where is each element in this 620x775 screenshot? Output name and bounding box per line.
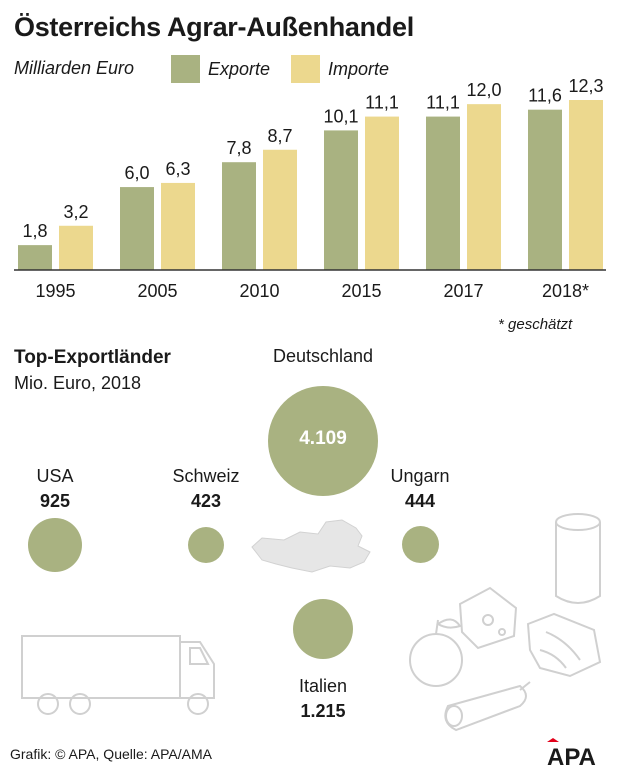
bar-exports-2017: [426, 116, 460, 271]
bar-exports-2015: [324, 130, 358, 270]
bar-exports-1995: [18, 245, 52, 270]
export-section-subtitle: Mio. Euro, 2018: [14, 373, 142, 393]
export-section-title: Top-Exportländer: [14, 347, 171, 368]
bar-imports-2017: [467, 104, 501, 271]
legend-imports: Importe: [291, 55, 389, 83]
data-label-imports-2010: 8,7: [267, 126, 292, 146]
category-label-2015: 2015: [341, 281, 381, 301]
apa-logo-text: APA: [547, 744, 596, 768]
bar-imports-2018: [569, 100, 603, 270]
data-label-exports-2017: 11,1: [426, 93, 460, 113]
apple-icon: [409, 618, 463, 687]
category-label-2018: 2018*: [542, 281, 589, 301]
meat-icon: [526, 612, 602, 678]
country-value-deutschland: 4.109: [299, 428, 347, 449]
bar-chart: 1,8 3,2 1995 6,0 6,3 2005 7,8 8,7 2010 10,1 11,1 20…: [14, 76, 606, 301]
data-label-exports-1995: 1,8: [22, 221, 47, 241]
country-value-schweiz: 423: [190, 491, 222, 511]
sausage-icon: [444, 681, 531, 732]
category-label-2005: 2005: [137, 281, 177, 301]
bar-exports-2005: [120, 187, 154, 270]
bar-imports-2005: [161, 182, 195, 270]
bar-imports-2015: [365, 116, 399, 271]
country-name-italien: Italien: [298, 676, 348, 696]
legend-swatch-exports: [171, 55, 200, 83]
truck-icon: [21, 635, 215, 715]
legend-label-exports: Exporte: [208, 58, 271, 79]
data-label-imports-2017: 12,0: [466, 80, 501, 100]
bubble-schweiz: [188, 527, 224, 563]
bubble-italien: [293, 599, 353, 659]
data-label-exports-2005: 6,0: [124, 163, 149, 183]
bar-exports-2010: [222, 162, 256, 270]
category-label-2010: 2010: [239, 281, 279, 301]
bar-exports-2018: [528, 109, 562, 270]
category-label-1995: 1995: [35, 281, 75, 301]
legend-exports: Exporte: [171, 55, 270, 83]
bar-imports-2010: [263, 149, 297, 270]
bar-imports-1995: [59, 225, 93, 270]
footnote: * geschätzt: [498, 316, 573, 333]
legend-label-imports: Importe: [328, 58, 390, 79]
country-name-schweiz: Schweiz: [172, 466, 240, 486]
austria-map-icon: [251, 519, 371, 573]
country-value-ungarn: 444: [404, 491, 436, 511]
bubble-ungarn: [402, 526, 439, 563]
country-name-ungarn: Ungarn: [390, 466, 450, 486]
bubble-deutschland: [268, 386, 378, 496]
data-label-imports-2018: 12,3: [568, 76, 603, 96]
bubble-usa: [28, 518, 82, 572]
data-label-exports-2015: 10,1: [323, 106, 358, 126]
country-name-deutschland: Deutschland: [272, 346, 374, 366]
apa-logo: APA: [547, 738, 596, 768]
cheese-icon: [458, 586, 518, 650]
milk-carton-icon: [555, 513, 601, 604]
illustration-layer: [21, 513, 602, 732]
source-credit: Grafik: © APA, Quelle: APA/AMA: [10, 746, 212, 762]
country-name-usa: USA: [36, 466, 74, 486]
data-label-imports-1995: 3,2: [63, 202, 88, 222]
country-value-usa: 925: [39, 491, 71, 511]
data-label-exports-2010: 7,8: [226, 138, 251, 158]
unit-label: Milliarden Euro: [14, 58, 135, 78]
category-label-2017: 2017: [443, 281, 483, 301]
data-label-exports-2018: 11,6: [528, 86, 562, 106]
country-value-italien: 1.215: [300, 701, 346, 721]
data-label-imports-2005: 6,3: [165, 159, 190, 179]
legend-swatch-imports: [291, 55, 320, 83]
data-label-imports-2015: 11,1: [365, 93, 399, 113]
chart-title: Österreichs Agrar-Außenhandel: [14, 12, 414, 42]
